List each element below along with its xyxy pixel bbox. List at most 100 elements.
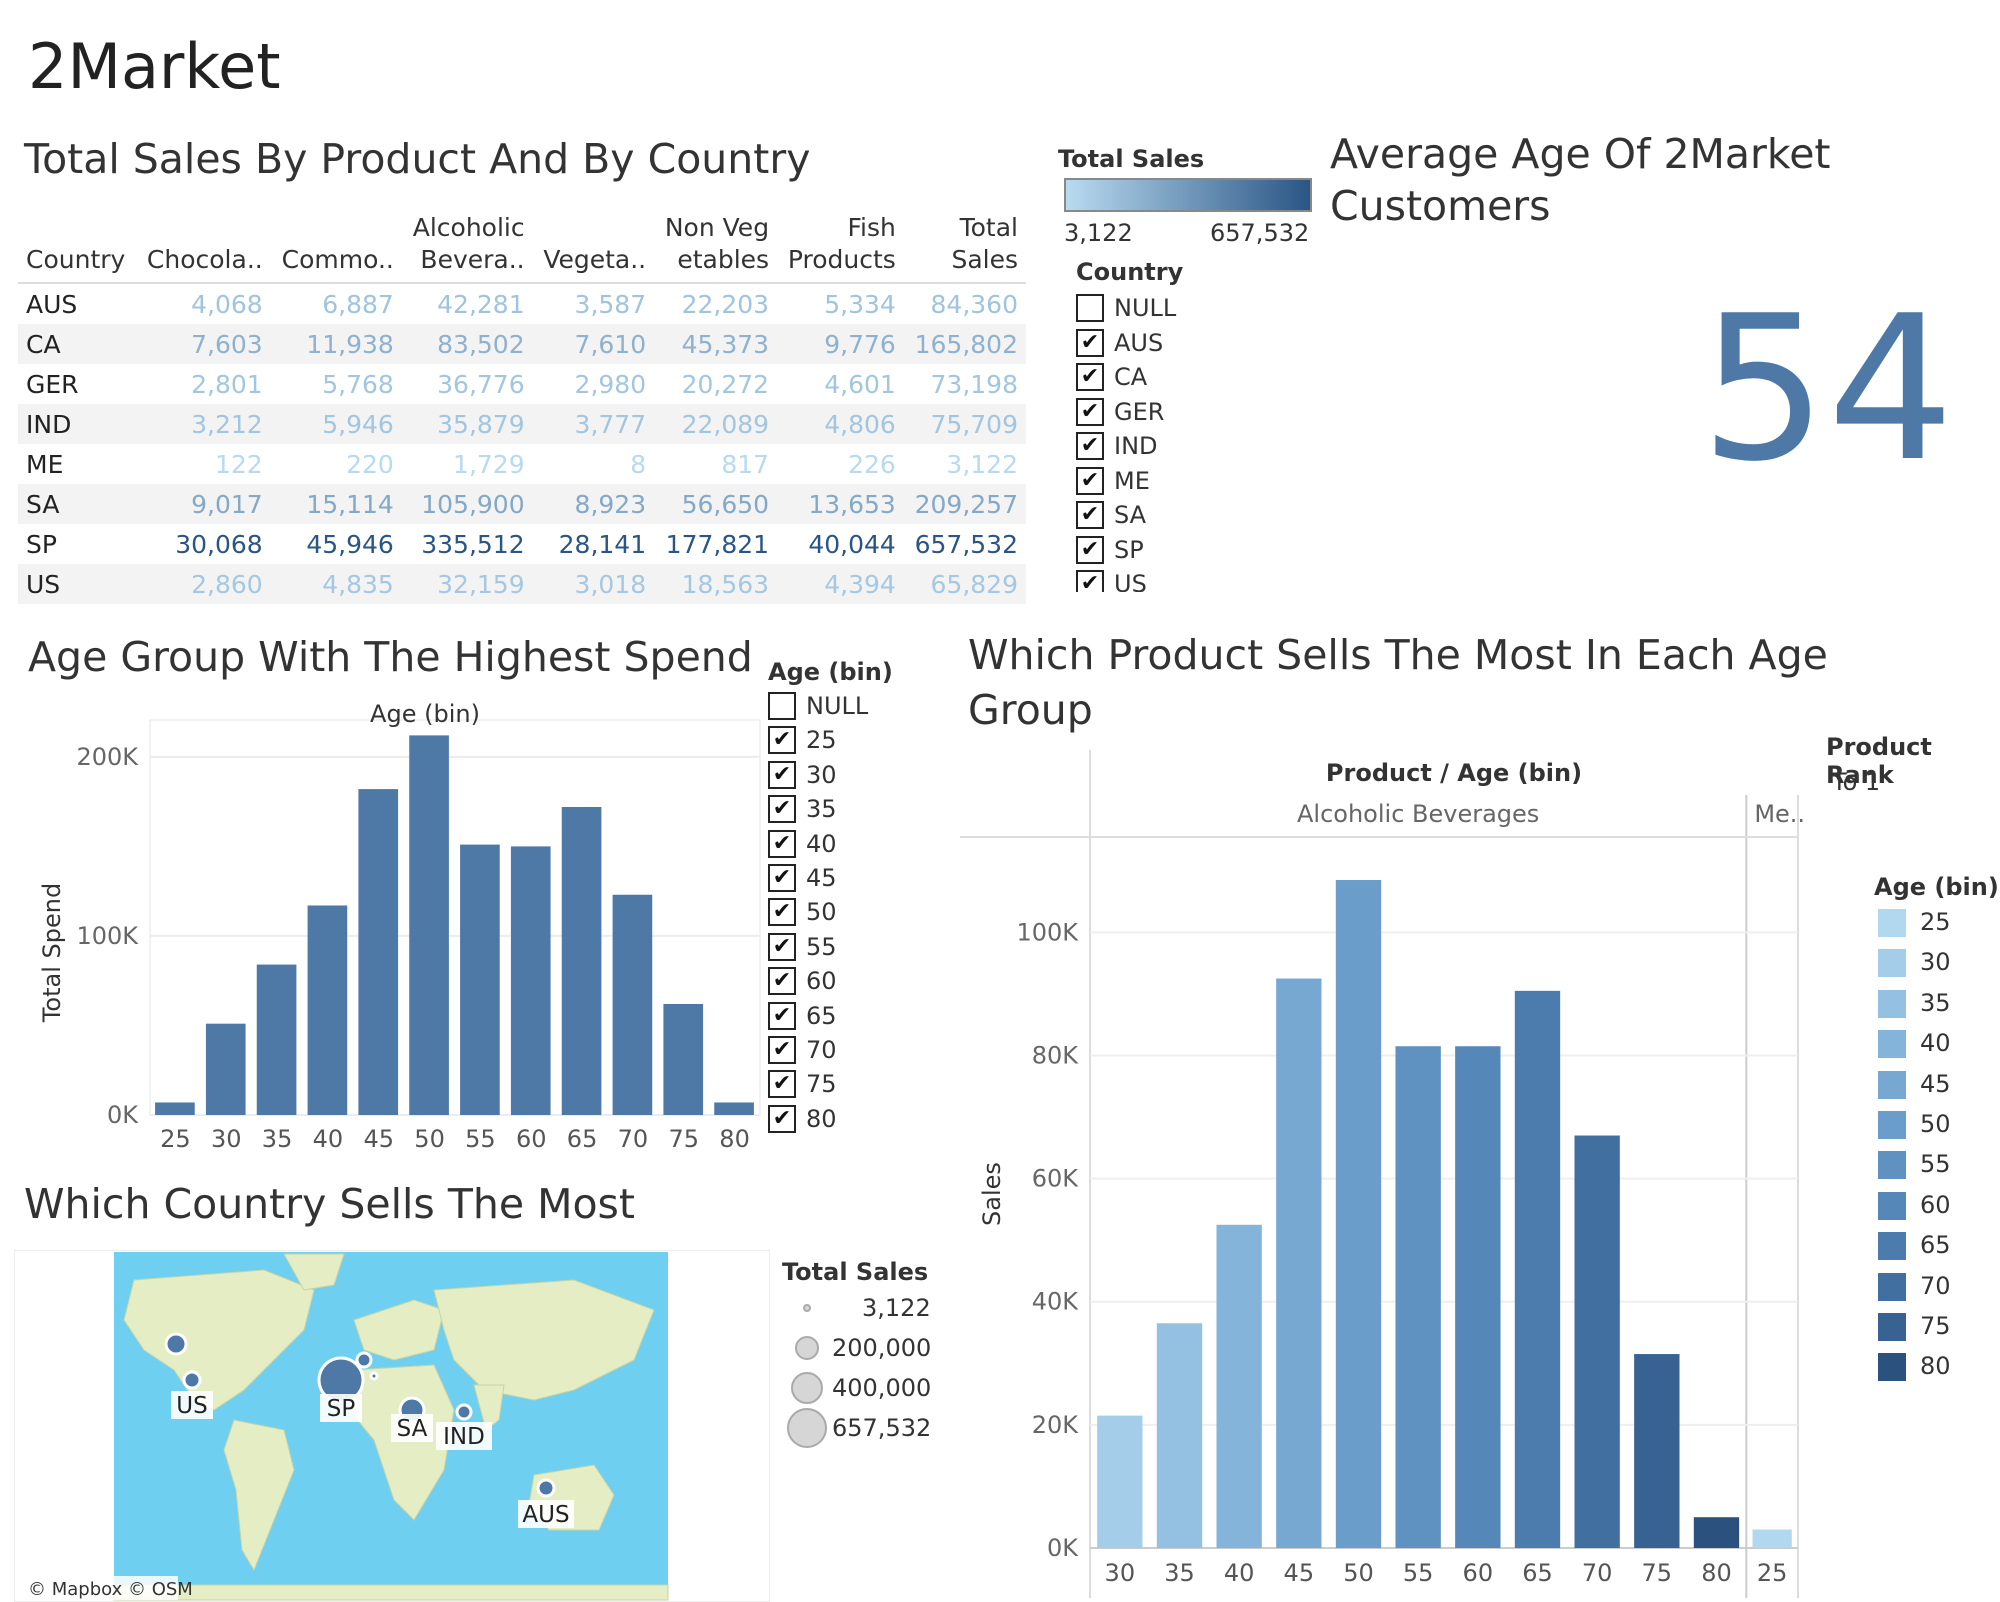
product-rank-value[interactable]: To 1 [1832,768,1881,796]
bubble-ind[interactable] [455,1403,473,1421]
bar-75[interactable] [663,1003,704,1115]
filter-item[interactable]: ✔ 30 [768,759,898,793]
checkbox-checked-icon[interactable]: ✔ [1076,397,1104,426]
table-row[interactable]: US 2,860 4,835 32,159 3,018 18,563 4,394 65,829 [18,564,1026,604]
column-header[interactable]: Vegeta.. [532,212,655,284]
filter-item[interactable]: ✔ GER [1076,396,1276,430]
age-legend-item[interactable]: 30 [1878,948,1951,978]
country-map[interactable]: US SP SA IND AUS © Mapbox © OSM [14,1250,770,1602]
column-header-country[interactable]: Country [18,212,136,284]
filter-item[interactable]: ✔ ME [1076,465,1276,499]
filter-item[interactable]: NULL [768,690,898,724]
filter-item[interactable]: ✔ 75 [768,1068,898,1102]
bar-35[interactable] [1156,1323,1203,1548]
age-legend-item[interactable]: 80 [1878,1352,1951,1382]
age-legend-item[interactable]: 50 [1878,1110,1951,1139]
table-row[interactable]: SP 30,068 45,946 335,512 28,141 177,821 40,044… [18,524,1026,564]
checkbox-checked-icon[interactable]: ✔ [1076,432,1104,460]
table-row[interactable]: AUS 4,068 6,887 42,281 3,587 22,203 5,334 84,36… [18,283,1026,324]
bar-25[interactable] [1752,1529,1792,1548]
checkbox-checked-icon[interactable]: ✔ [768,1001,796,1030]
checkbox-checked-icon[interactable]: ✔ [768,1070,796,1099]
bar-55[interactable] [1395,1046,1441,1548]
bubble-ca[interactable] [164,1332,188,1356]
bar-35[interactable] [256,964,297,1115]
filter-item[interactable]: ✔ 55 [768,931,898,965]
column-header[interactable]: Alcoholic Bevera.. [401,212,533,284]
bar-50[interactable] [1335,880,1382,1548]
bar-65[interactable] [561,807,602,1115]
checkbox-checked-icon[interactable]: ✔ [768,795,796,824]
bubble-us[interactable] [182,1370,202,1390]
table-row[interactable]: SA 9,017 15,114 105,900 8,923 56,650 13,653 209… [18,484,1026,524]
checkbox-unchecked-icon[interactable] [768,692,796,720]
checkbox-checked-icon[interactable]: ✔ [768,726,796,755]
checkbox-checked-icon[interactable]: ✔ [768,967,796,996]
bar-40[interactable] [307,905,348,1115]
bar-70[interactable] [1574,1135,1620,1548]
filter-item[interactable]: ✔ IND [1076,430,1276,464]
filter-item[interactable]: ✔ AUS [1076,327,1276,361]
checkbox-checked-icon[interactable]: ✔ [768,1036,796,1064]
bar-55[interactable] [460,844,500,1115]
bar-40[interactable] [1216,1224,1262,1548]
filter-item[interactable]: ✔ 80 [768,1103,898,1137]
filter-item[interactable]: ✔ 45 [768,862,898,896]
bubble-me[interactable] [369,1371,379,1381]
checkbox-checked-icon[interactable]: ✔ [768,898,796,927]
table-row[interactable]: CA 7,603 11,938 83,502 7,610 45,373 9,776 165,8… [18,324,1026,364]
age-legend-item[interactable]: 35 [1878,989,1951,1018]
checkbox-checked-icon[interactable]: ✔ [768,829,796,858]
checkbox-checked-icon[interactable]: ✔ [1076,501,1104,529]
checkbox-checked-icon[interactable]: ✔ [1076,363,1104,391]
bar-30[interactable] [205,1023,246,1115]
checkbox-checked-icon[interactable]: ✔ [1076,466,1104,495]
age-legend-item[interactable]: 45 [1878,1070,1951,1099]
filter-item[interactable]: ✔ US [1076,568,1276,592]
bar-45[interactable] [1276,978,1322,1548]
table-row[interactable]: GER 2,801 5,768 36,776 2,980 20,272 4,601 73,19… [18,364,1026,404]
checkbox-unchecked-icon[interactable] [1076,294,1104,322]
filter-item[interactable]: ✔ 70 [768,1034,898,1068]
bar-65[interactable] [1514,990,1561,1548]
bar-60[interactable] [510,846,551,1115]
checkbox-checked-icon[interactable]: ✔ [1076,570,1104,592]
age-legend-item[interactable]: 75 [1878,1312,1951,1341]
checkbox-checked-icon[interactable]: ✔ [768,932,796,961]
column-header[interactable]: Fish Products [777,212,904,284]
bar-70[interactable] [612,894,653,1115]
age-legend-item[interactable]: 55 [1878,1150,1951,1180]
bar-80[interactable] [1693,1517,1740,1548]
checkbox-checked-icon[interactable]: ✔ [768,1104,796,1133]
bar-80[interactable] [714,1102,754,1115]
bar-30[interactable] [1097,1415,1143,1548]
filter-item[interactable]: ✔ 25 [768,724,898,758]
checkbox-checked-icon[interactable]: ✔ [1076,328,1104,357]
age-legend-item[interactable]: 25 [1878,908,1951,937]
column-header[interactable]: Chocola.. [135,212,271,284]
column-header[interactable]: Total Sales [903,212,1026,284]
bar-45[interactable] [358,789,399,1115]
checkbox-checked-icon[interactable]: ✔ [768,864,796,892]
bubble-ger[interactable] [355,1351,373,1369]
filter-item[interactable]: ✔ 40 [768,828,898,862]
age-legend-item[interactable]: 40 [1878,1029,1951,1059]
table-row[interactable]: IND 3,212 5,946 35,879 3,777 22,089 4,806 75,70… [18,404,1026,444]
checkbox-checked-icon[interactable]: ✔ [1076,535,1104,564]
bubble-aus[interactable] [536,1478,556,1498]
filter-item[interactable]: ✔ 60 [768,965,898,999]
bar-60[interactable] [1455,1046,1501,1548]
filter-item[interactable]: ✔ 65 [768,1000,898,1034]
bar-75[interactable] [1634,1354,1680,1548]
age-legend-item[interactable]: 70 [1878,1272,1951,1301]
bar-50[interactable] [409,735,449,1115]
column-header[interactable]: Commo.. [270,212,402,284]
filter-item[interactable]: ✔ CA [1076,361,1276,395]
filter-item[interactable]: NULL [1076,292,1276,326]
filter-item[interactable]: ✔ 50 [768,896,898,930]
table-row[interactable]: ME 122 220 1,729 8 817 226 3,122 [18,444,1026,484]
filter-item[interactable]: ✔ SP [1076,534,1276,568]
column-header[interactable]: Non Veg etables [654,212,778,284]
checkbox-checked-icon[interactable]: ✔ [768,760,796,789]
age-legend-item[interactable]: 65 [1878,1231,1951,1261]
